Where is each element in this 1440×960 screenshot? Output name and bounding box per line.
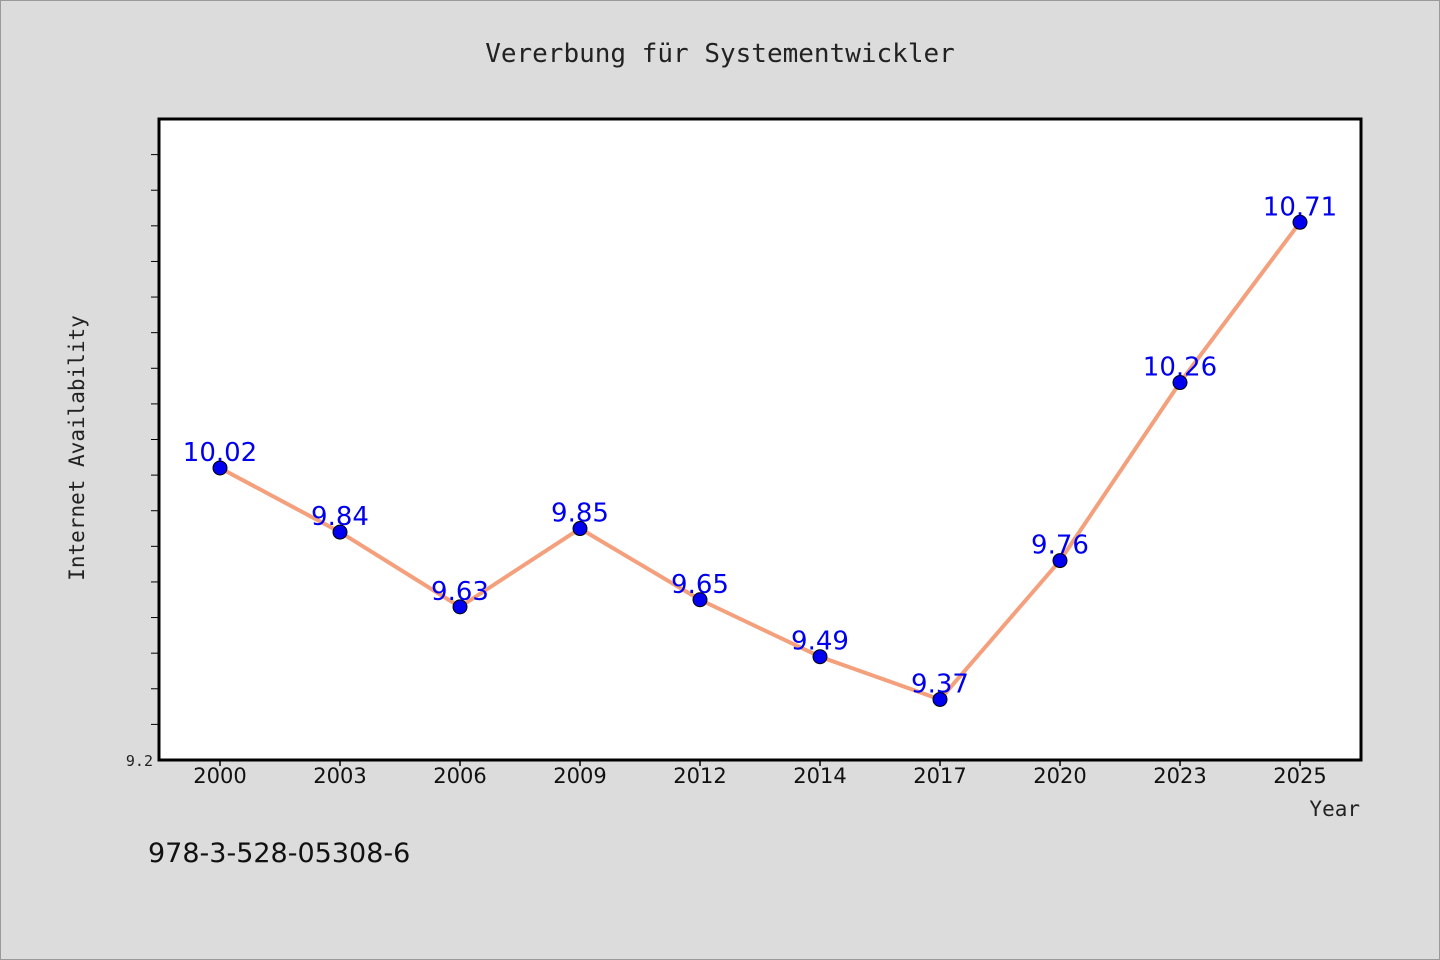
x-tick-label: 2020	[1033, 764, 1086, 788]
plot-area	[157, 117, 1363, 762]
data-label: 9.85	[551, 499, 609, 529]
x-tick-label: 2025	[1273, 764, 1326, 788]
data-point	[932, 691, 948, 707]
data-point	[452, 599, 468, 615]
data-point	[332, 524, 348, 540]
data-label: 9.37	[911, 669, 969, 699]
series-line	[219, 221, 1302, 702]
data-label: 9.65	[671, 570, 729, 600]
data-point	[1292, 214, 1308, 230]
y-axis-label: Internet Availability	[65, 315, 89, 581]
data-label: 10.71	[1263, 192, 1337, 222]
x-axis-ticks: 2000 2003 2006 2009 2012 2014 2017 2020 2023 2025	[193, 760, 1327, 788]
data-label: 9.49	[791, 627, 849, 657]
series-layer: 10.02 9.84 9.63 9.85 9.65 9.49 9.37 9.76 10.26 10…	[183, 192, 1337, 707]
data-point	[212, 460, 228, 476]
data-label: 9.76	[1031, 531, 1089, 561]
x-tick-label: 2017	[913, 764, 966, 788]
data-label: 9.63	[431, 577, 489, 607]
y-axis-ticks	[151, 154, 158, 725]
x-tick-label: 2012	[673, 764, 726, 788]
data-point	[692, 592, 708, 608]
data-label: 9.84	[311, 502, 369, 532]
chart-title: Vererbung für Systementwickler	[485, 39, 955, 69]
x-tick-label: 2003	[313, 764, 366, 788]
x-axis-label: Year	[1309, 797, 1360, 821]
x-tick-label: 2023	[1153, 764, 1206, 788]
x-tick-label: 2014	[793, 764, 846, 788]
data-label: 10.26	[1143, 353, 1217, 383]
y-tick-label: 9.2	[126, 752, 153, 770]
data-label: 10.02	[183, 438, 257, 468]
x-tick-label: 2000	[193, 764, 246, 788]
data-point	[1172, 375, 1188, 391]
x-tick-label: 2006	[433, 764, 486, 788]
data-point	[812, 649, 828, 665]
isbn-text: 978-3-528-05308-6	[148, 838, 410, 869]
data-point	[1052, 553, 1068, 569]
data-point	[572, 521, 588, 537]
x-tick-label: 2009	[553, 764, 606, 788]
